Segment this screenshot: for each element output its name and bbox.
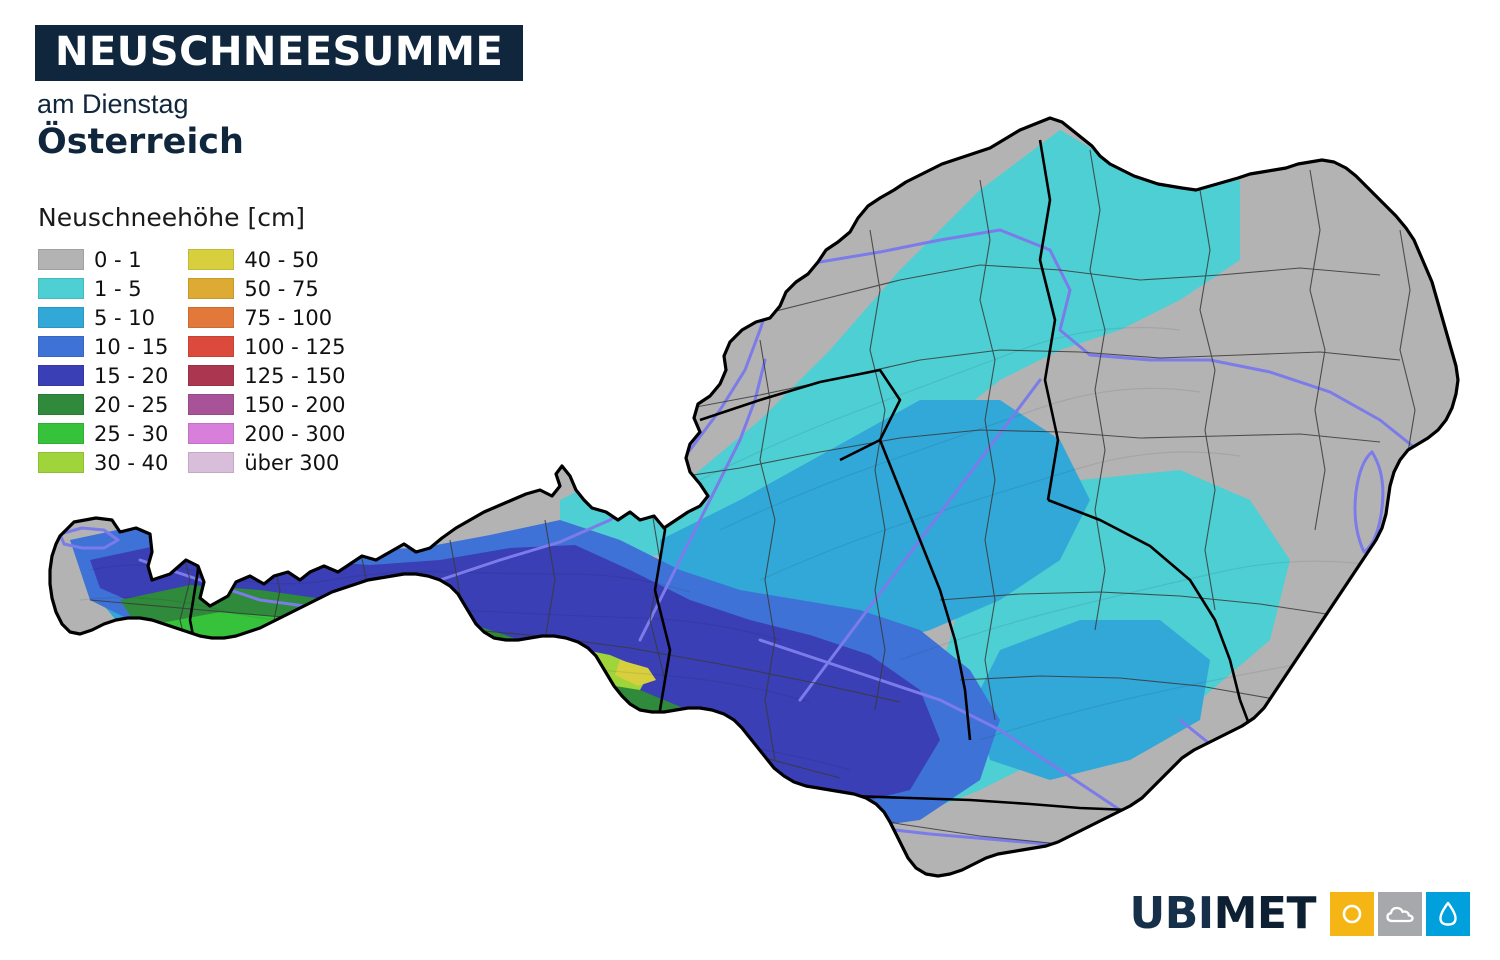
legend-swatch <box>38 452 84 473</box>
legend-label: 0 - 1 <box>94 247 142 272</box>
cloud-icon <box>1378 892 1422 936</box>
legend-item: 125 - 150 <box>188 361 345 390</box>
legend-swatch <box>38 278 84 299</box>
legend-label: 75 - 100 <box>244 305 333 330</box>
legend-item: 10 - 15 <box>38 332 168 361</box>
legend-item: 5 - 10 <box>38 303 168 332</box>
legend-label: 30 - 40 <box>94 450 169 475</box>
legend-swatch <box>188 336 235 357</box>
page-title: NEUSCHNEESUMME <box>55 29 504 75</box>
legend-item: 150 - 200 <box>188 390 345 419</box>
legend-label: 50 - 75 <box>244 276 319 301</box>
legend-title: Neuschneehöhe [cm] <box>38 203 306 232</box>
legend-item: 100 - 125 <box>188 332 345 361</box>
legend-label: 150 - 200 <box>244 392 346 417</box>
legend-swatch <box>38 394 84 415</box>
legend-swatch <box>38 307 84 328</box>
logo-wordmark: UBI MET <box>1130 892 1317 936</box>
legend-item: 20 - 25 <box>38 390 168 419</box>
legend-swatch <box>188 394 235 415</box>
legend-label: über 300 <box>244 450 340 475</box>
legend-swatch <box>188 278 235 299</box>
subtitle: am Dienstag <box>37 89 189 119</box>
region-title: Österreich <box>37 122 244 163</box>
legend-label: 20 - 25 <box>94 392 169 417</box>
legend-item: 30 - 40 <box>38 448 168 477</box>
legend-label: 25 - 30 <box>94 421 169 446</box>
legend-swatch <box>38 336 84 357</box>
legend-columns: 0 - 1 1 - 5 5 - 10 10 - 15 15 - 20 20 - … <box>38 245 368 477</box>
legend-swatch <box>38 365 84 386</box>
legend-swatch <box>188 249 235 270</box>
legend-swatch <box>188 365 235 386</box>
legend-item: 75 - 100 <box>188 303 345 332</box>
legend-item: 25 - 30 <box>38 419 168 448</box>
legend-swatch <box>188 452 235 473</box>
legend-label: 40 - 50 <box>244 247 319 272</box>
legend: Neuschneehöhe [cm] 0 - 1 1 - 5 5 - 10 10… <box>38 203 368 477</box>
sun-icon <box>1330 892 1374 936</box>
legend-swatch <box>38 249 84 270</box>
legend-label: 10 - 15 <box>94 334 169 359</box>
legend-label: 1 - 5 <box>94 276 142 301</box>
legend-label: 100 - 125 <box>244 334 346 359</box>
legend-item: 15 - 20 <box>38 361 168 390</box>
header: NEUSCHNEESUMME am Dienstag Österreich <box>0 0 524 163</box>
legend-item: 200 - 300 <box>188 419 345 448</box>
legend-label: 200 - 300 <box>244 421 346 446</box>
legend-label: 125 - 150 <box>244 363 346 388</box>
legend-column-right: 40 - 50 50 - 75 75 - 100 100 - 125 125 -… <box>188 245 345 477</box>
legend-column-left: 0 - 1 1 - 5 5 - 10 10 - 15 15 - 20 20 - … <box>38 245 168 477</box>
legend-item: 0 - 1 <box>38 245 168 274</box>
legend-item: 40 - 50 <box>188 245 345 274</box>
logo-text-ubi: UBI <box>1129 888 1215 939</box>
logo-text-met: MET <box>1213 888 1317 939</box>
title-banner: NEUSCHNEESUMME <box>35 25 524 81</box>
legend-swatch <box>188 307 235 328</box>
drop-icon <box>1426 892 1470 936</box>
ubimet-logo: UBI MET <box>1130 890 1470 938</box>
legend-item: 50 - 75 <box>188 274 345 303</box>
legend-label: 15 - 20 <box>94 363 169 388</box>
legend-item: 1 - 5 <box>38 274 168 303</box>
legend-item: über 300 <box>188 448 345 477</box>
legend-label: 5 - 10 <box>94 305 156 330</box>
legend-swatch <box>38 423 84 444</box>
logo-icon-group <box>1330 892 1470 936</box>
legend-swatch <box>188 423 235 444</box>
